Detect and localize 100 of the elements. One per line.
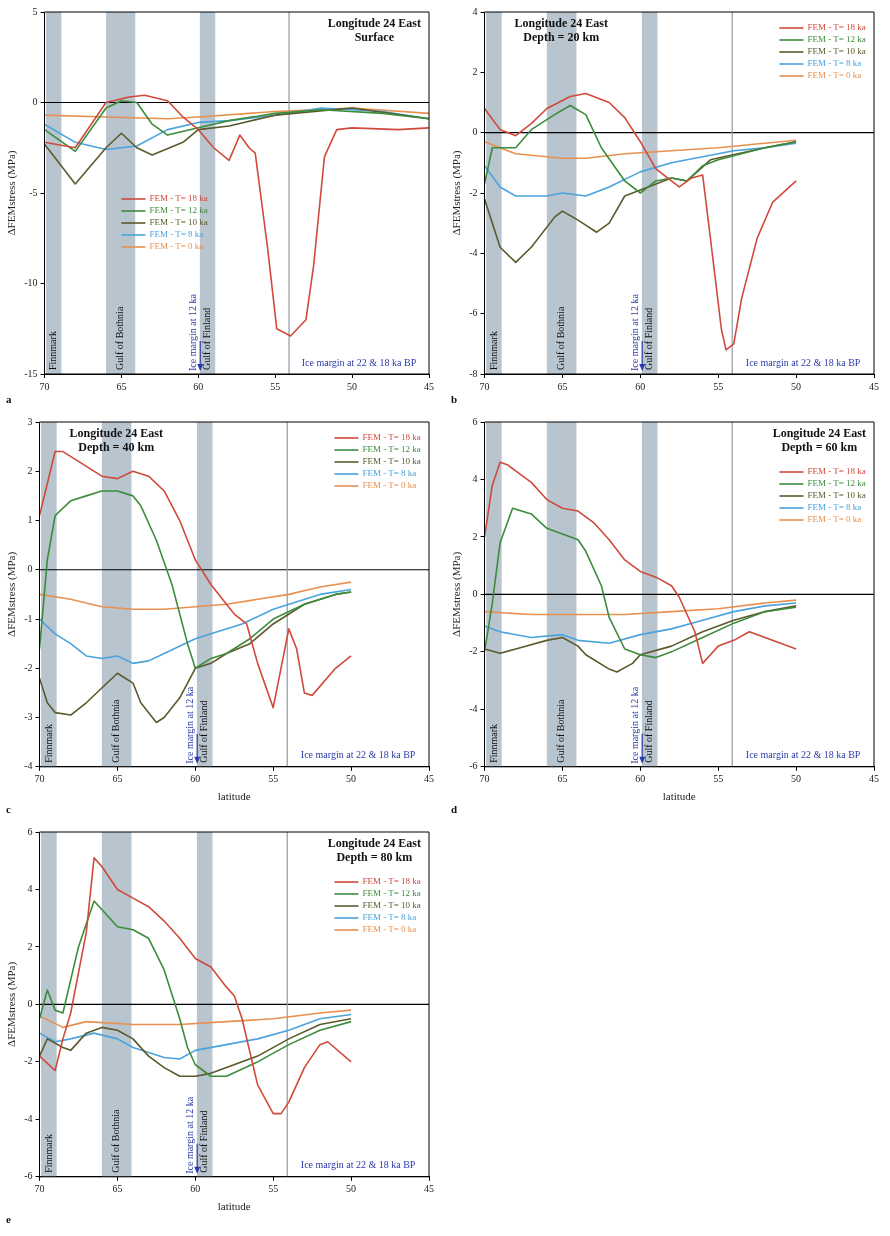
legend-label: FEM - T= 18 ka: [807, 466, 866, 477]
ref-line-label: Ice margin at 22 & 18 ka BP: [300, 1159, 416, 1171]
x-tick-label: 65: [557, 380, 568, 392]
text: Depth = 20 km: [523, 30, 600, 45]
y-tick-label: 4: [27, 883, 33, 895]
text: a: [6, 393, 12, 406]
legend-label: FEM - T= 18 ka: [362, 432, 421, 443]
x-tick-label: 55: [268, 1183, 279, 1195]
band-label: Gulf of Bothnia: [555, 306, 567, 370]
y-tick-label: 2: [472, 65, 478, 77]
y-tick-label: 6: [27, 825, 33, 837]
text: Depth = 40 km: [78, 440, 155, 455]
x-tick-label: 70: [39, 380, 50, 392]
legend-label: FEM - T= 10 ka: [362, 456, 421, 467]
x-tick-label: 65: [112, 1183, 123, 1195]
band-label: Gulf of Finland: [198, 1110, 210, 1173]
y-tick-label: -1: [24, 612, 33, 624]
x-tick-label: 50: [346, 773, 357, 785]
band-label: Finnmark: [47, 331, 59, 370]
y-tick-label: -10: [24, 277, 38, 289]
ref-line-label: Ice margin at 22 & 18 ka BP: [745, 356, 861, 368]
x-tick-label: 50: [791, 773, 802, 785]
chart-title: Longitude 24 East: [327, 836, 421, 851]
legend-label: FEM - T= 0 ka: [149, 241, 204, 252]
annotation: Ice margin at 12 ka: [183, 1096, 195, 1174]
y-tick-label: 0: [27, 563, 33, 575]
x-tick-label: 60: [635, 773, 646, 785]
ref-line-label: Ice margin at 22 & 18 ka BP: [745, 749, 861, 761]
annotation: Ice margin at 12 ka: [183, 686, 195, 764]
chart-title: Longitude 24 East: [69, 426, 163, 441]
y-tick-label: 5: [32, 5, 38, 17]
x-tick-label: 70: [479, 773, 490, 785]
y-axis-title: ΔFEMstress (MPa): [5, 961, 19, 1047]
legend-label: FEM - T= 18 ka: [807, 22, 866, 33]
band-label: Finnmark: [42, 1133, 54, 1173]
x-tick-label: 45: [424, 1183, 434, 1195]
band-label: Gulf of Finland: [643, 700, 655, 763]
y-axis-title: ΔFEMstress (MPa): [5, 150, 19, 236]
legend-label: FEM - T= 10 ka: [149, 217, 208, 228]
text: d: [451, 803, 458, 816]
y-tick-label: 4: [472, 473, 478, 485]
ref-line-label: Ice margin at 22 & 18 ka BP: [301, 356, 417, 368]
band-label: Gulf of Finland: [643, 307, 655, 370]
legend-label: FEM - T= 0 ka: [807, 70, 862, 81]
band-label: Gulf of Finland: [201, 307, 213, 370]
x-tick-label: 60: [190, 1183, 201, 1195]
y-tick-label: -2: [24, 661, 33, 673]
legend-label: FEM - T= 8 ka: [362, 912, 417, 923]
x-tick-label: 65: [116, 380, 127, 392]
legend-label: FEM - T= 8 ka: [362, 468, 417, 479]
y-tick-label: 3: [27, 415, 33, 427]
x-tick-label: 60: [193, 380, 204, 392]
x-tick-label: 60: [190, 773, 201, 785]
chart-title: Longitude 24 East: [772, 426, 866, 441]
legend-label: FEM - T= 8 ka: [149, 229, 204, 240]
x-tick-label: 55: [268, 773, 279, 785]
y-tick-label: -5: [29, 186, 38, 198]
y-tick-label: -2: [24, 1055, 33, 1067]
y-tick-label: 0: [27, 998, 33, 1010]
legend-label: FEM - T= 12 ka: [362, 888, 421, 899]
text: b: [451, 393, 458, 406]
y-tick-label: 2: [27, 940, 33, 952]
y-axis-title: ΔFEMstress (MPa): [450, 551, 464, 637]
legend-label: FEM - T= 10 ka: [807, 490, 866, 501]
y-tick-label: 1: [27, 514, 33, 526]
text: e: [6, 1213, 11, 1226]
y-tick-label: 0: [32, 96, 38, 108]
y-tick-label: -6: [24, 1170, 33, 1182]
legend-label: FEM - T= 12 ka: [149, 205, 208, 216]
y-tick-label: 4: [472, 5, 478, 17]
text: Depth = 80 km: [336, 850, 413, 865]
band-label: Gulf of Finland: [198, 700, 210, 763]
y-tick-label: -3: [24, 711, 33, 723]
legend-label: FEM - T= 10 ka: [362, 900, 421, 911]
legend-label: FEM - T= 0 ka: [807, 514, 862, 525]
text: Surface: [354, 30, 395, 45]
y-tick-label: -15: [24, 367, 38, 379]
x-tick-label: 70: [34, 773, 45, 785]
annotation: Ice margin at 12 ka: [186, 293, 198, 371]
y-tick-label: -6: [469, 760, 478, 772]
y-tick-label: 2: [472, 530, 478, 542]
x-tick-label: 45: [869, 380, 879, 392]
x-tick-label: 70: [479, 380, 490, 392]
legend-label: FEM - T= 8 ka: [807, 58, 862, 69]
y-tick-label: -2: [469, 645, 478, 657]
band-label: Gulf of Bothnia: [555, 698, 567, 763]
x-axis-title: latitude: [662, 790, 696, 803]
ref-line-label: Ice margin at 22 & 18 ka BP: [300, 749, 416, 761]
x-tick-label: 60: [635, 380, 646, 392]
y-tick-label: -2: [469, 186, 478, 198]
band-label: Gulf of Bothnia: [110, 698, 122, 763]
band-label: Gulf of Bothnia: [110, 1108, 122, 1173]
x-tick-label: 55: [713, 773, 724, 785]
x-tick-label: 65: [557, 773, 568, 785]
legend-label: FEM - T= 18 ka: [149, 193, 208, 204]
annotation: Ice margin at 12 ka: [628, 686, 640, 764]
y-tick-label: -4: [469, 702, 478, 714]
chart-title: Longitude 24 East: [327, 16, 421, 31]
y-tick-label: -8: [469, 367, 478, 379]
y-tick-label: -4: [24, 1112, 33, 1124]
